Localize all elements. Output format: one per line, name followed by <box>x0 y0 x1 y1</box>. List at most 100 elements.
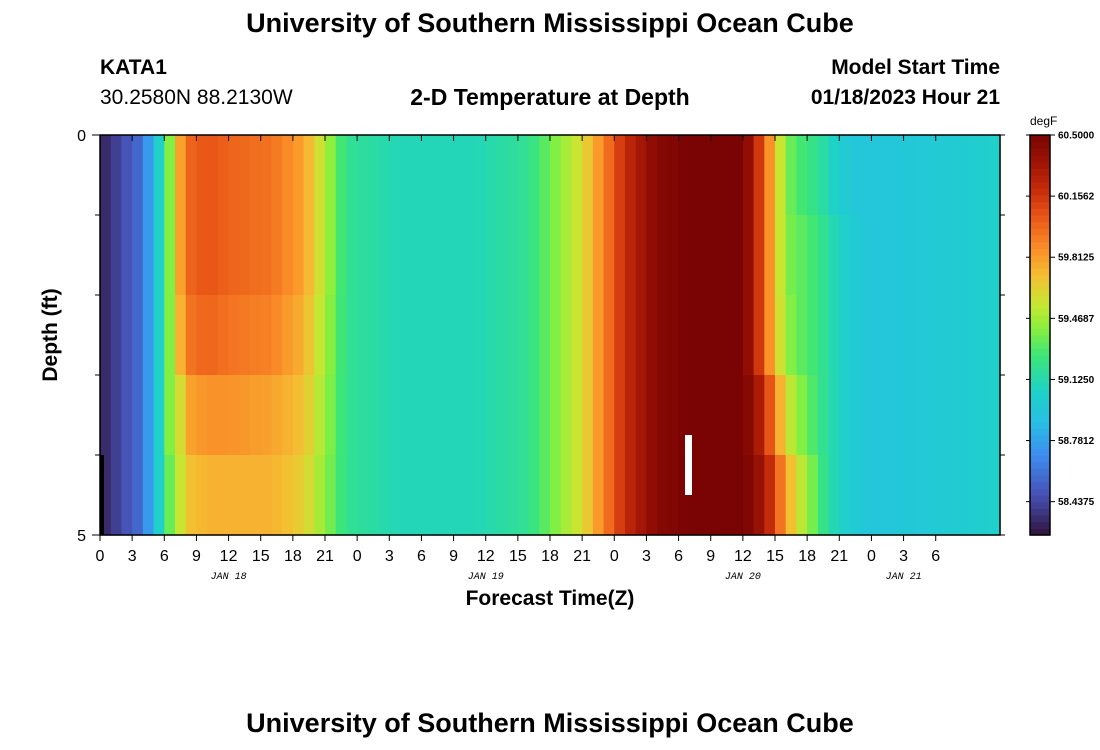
colorbar-swatch <box>1030 228 1050 236</box>
heatmap-cell <box>442 135 455 216</box>
heatmap-cell <box>421 215 433 296</box>
heatmap-cell <box>153 375 165 456</box>
heatmap-cell <box>217 135 230 216</box>
y-tick-label: 0 <box>77 128 86 145</box>
heatmap-cell <box>325 455 337 536</box>
heatmap-cell <box>110 135 123 216</box>
heatmap-cell <box>775 295 787 376</box>
heatmap-cell <box>560 455 573 536</box>
heatmap-cell <box>142 295 155 376</box>
heatmap-cell <box>775 135 787 216</box>
heatmap-cell <box>914 295 926 376</box>
colorbar-frame <box>1029 134 1051 536</box>
axes: 0 3 6 9 12 15 18 21 0 3 6 9 12 15 18 21 0 3 6 9 12 15 18 21 0 3 6J… <box>39 128 1005 610</box>
heatmap-cell <box>378 135 390 216</box>
heatmap-cell <box>142 135 155 216</box>
heatmap-cell <box>400 295 412 376</box>
heatmap-cell <box>110 295 123 376</box>
heatmap-cell <box>260 455 273 536</box>
heatmap-cell <box>903 455 915 536</box>
heatmap-cell <box>592 375 605 456</box>
heatmap-cell <box>239 455 251 536</box>
heatmap <box>100 135 1001 536</box>
heatmap-cell <box>571 455 583 536</box>
colorbar-swatch <box>1030 168 1050 176</box>
heatmap-cell <box>603 375 615 456</box>
heatmap-cell <box>646 455 658 536</box>
heatmap-cell <box>260 375 273 456</box>
heatmap-cell <box>817 215 830 296</box>
heatmap-cell <box>914 135 926 216</box>
heatmap-cell <box>764 135 776 216</box>
heatmap-cell <box>432 455 444 536</box>
missing-data-marker <box>685 435 692 495</box>
heatmap-cell <box>367 215 380 296</box>
heatmap-cell <box>378 215 390 296</box>
heatmap-cell <box>753 215 765 296</box>
heatmap-cell <box>496 135 508 216</box>
heatmap-cell <box>646 295 658 376</box>
heatmap-cell <box>625 215 637 296</box>
heatmap-cell <box>678 455 690 536</box>
heatmap-cell <box>196 455 208 536</box>
heatmap-cell <box>271 215 283 296</box>
colorbar-tick-label: 58.4375 <box>1058 497 1095 508</box>
colorbar-swatch <box>1030 361 1050 369</box>
heatmap-cell <box>667 135 680 216</box>
heatmap-cell <box>753 135 765 216</box>
colorbar-swatch <box>1030 468 1050 476</box>
heatmap-cell <box>453 135 465 216</box>
heatmap-cell <box>335 135 348 216</box>
heatmap-cell <box>560 375 573 456</box>
heatmap-cell <box>132 295 144 376</box>
heatmap-cell <box>689 215 701 296</box>
heatmap-cell <box>764 295 776 376</box>
x-tick-label: 3 <box>385 548 394 565</box>
heatmap-cell <box>946 295 958 376</box>
heatmap-cell <box>325 375 337 456</box>
heatmap-cell <box>196 295 208 376</box>
heatmap-cell <box>378 375 390 456</box>
colorbar-swatch <box>1030 315 1050 323</box>
heatmap-cell <box>314 295 326 376</box>
heatmap-cell <box>571 135 583 216</box>
heatmap-cell <box>121 135 133 216</box>
heatmap-cell <box>710 375 723 456</box>
heatmap-cell <box>485 215 498 296</box>
heatmap-cell <box>925 215 937 296</box>
heatmap-cell <box>678 135 690 216</box>
heatmap-cell <box>978 375 990 456</box>
heatmap-cell <box>657 455 669 536</box>
heatmap-cell <box>710 135 723 216</box>
heatmap-cell <box>175 455 187 536</box>
heatmap-cell <box>453 295 465 376</box>
colorbar-swatch <box>1030 221 1050 229</box>
heatmap-cell <box>592 455 605 536</box>
heatmap-cell <box>228 135 240 216</box>
heatmap-cell <box>775 455 787 536</box>
heatmap-cell <box>742 295 755 376</box>
heatmap-cell <box>753 295 765 376</box>
heatmap-cell <box>271 375 283 456</box>
heatmap-cell <box>464 295 476 376</box>
heatmap-cell <box>528 375 540 456</box>
heatmap-cell <box>153 455 165 536</box>
heatmap-cell <box>807 295 819 376</box>
heatmap-cell <box>228 375 240 456</box>
heatmap-cell <box>292 215 305 296</box>
heatmap-cell <box>892 375 905 456</box>
page-title: University of Southern Mississippi Ocean… <box>246 8 854 38</box>
heatmap-cell <box>550 135 562 216</box>
heatmap-cell <box>925 295 937 376</box>
heatmap-cell <box>700 375 712 456</box>
heatmap-cell <box>250 295 262 376</box>
colorbar-swatch <box>1030 388 1050 396</box>
heatmap-cell <box>892 215 905 296</box>
heatmap-cell <box>871 455 883 536</box>
heatmap-cell <box>957 455 969 536</box>
x-tick-label: 9 <box>706 548 715 565</box>
heatmap-cell <box>646 215 658 296</box>
heatmap-cell <box>667 455 680 536</box>
x-tick-label: 3 <box>899 548 908 565</box>
heatmap-cell <box>625 135 637 216</box>
